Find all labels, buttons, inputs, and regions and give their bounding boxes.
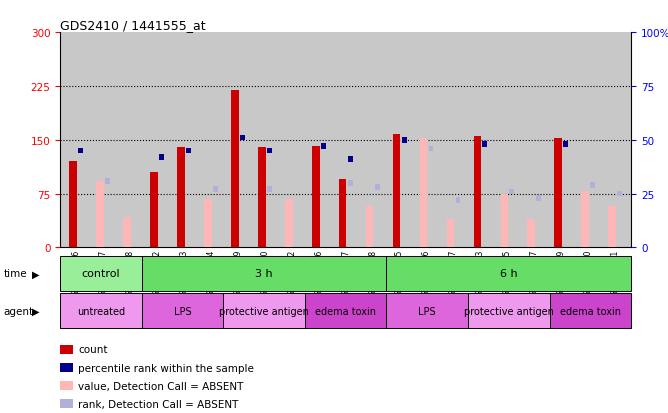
Bar <box>339 180 347 248</box>
Bar <box>60 381 73 390</box>
Bar <box>387 293 468 328</box>
Bar <box>258 147 266 248</box>
Bar <box>321 144 326 150</box>
Bar <box>267 187 272 193</box>
Bar <box>617 191 622 197</box>
Bar <box>554 139 562 248</box>
Bar <box>375 185 379 190</box>
Text: percentile rank within the sample: percentile rank within the sample <box>78 363 255 373</box>
Text: control: control <box>81 268 120 279</box>
Text: 3 h: 3 h <box>255 268 273 279</box>
Bar <box>474 137 481 248</box>
Bar <box>142 256 387 291</box>
Bar <box>60 293 142 328</box>
Bar <box>387 256 631 291</box>
Text: 6 h: 6 h <box>500 268 518 279</box>
Bar <box>223 293 305 328</box>
Bar <box>468 293 550 328</box>
Bar <box>60 399 73 408</box>
Bar <box>482 142 488 147</box>
Bar <box>429 146 434 152</box>
Bar <box>204 199 212 248</box>
Bar <box>305 293 387 328</box>
Bar <box>78 148 84 154</box>
Bar <box>581 192 589 248</box>
Bar <box>285 199 293 248</box>
Text: time: time <box>3 268 27 279</box>
Bar <box>150 173 158 248</box>
Bar <box>456 198 460 204</box>
Bar <box>500 194 508 248</box>
Text: protective antigen: protective antigen <box>464 306 554 316</box>
Bar <box>106 178 110 184</box>
Bar <box>312 146 319 248</box>
Bar <box>124 218 131 248</box>
Bar <box>69 162 77 248</box>
Bar <box>96 182 104 248</box>
Bar <box>348 180 353 186</box>
Bar <box>159 155 164 161</box>
Bar <box>510 189 514 195</box>
Bar <box>401 138 407 143</box>
Text: edema toxin: edema toxin <box>315 306 376 316</box>
Bar <box>213 187 218 193</box>
Bar <box>60 256 142 291</box>
Text: untreated: untreated <box>77 306 125 316</box>
Text: ▶: ▶ <box>32 306 39 316</box>
Bar <box>240 135 245 141</box>
Bar <box>366 206 373 248</box>
Bar <box>348 157 353 163</box>
Bar <box>60 363 73 372</box>
Bar <box>267 148 272 154</box>
Text: ▶: ▶ <box>32 268 39 279</box>
Bar <box>563 142 568 147</box>
Bar <box>591 183 595 188</box>
Bar <box>142 293 223 328</box>
Bar <box>393 135 400 248</box>
Bar <box>186 148 191 154</box>
Text: count: count <box>78 344 108 355</box>
Text: value, Detection Call = ABSENT: value, Detection Call = ABSENT <box>78 381 244 391</box>
Text: LPS: LPS <box>174 306 191 316</box>
Bar <box>447 219 454 248</box>
Text: agent: agent <box>3 306 33 316</box>
Bar <box>550 293 631 328</box>
Text: protective antigen: protective antigen <box>219 306 309 316</box>
Bar <box>60 345 73 354</box>
Text: edema toxin: edema toxin <box>560 306 621 316</box>
Bar <box>609 206 616 248</box>
Bar <box>420 139 428 248</box>
Bar <box>177 147 185 248</box>
Bar <box>231 90 238 248</box>
Bar <box>536 195 541 201</box>
Text: rank, Detection Call = ABSENT: rank, Detection Call = ABSENT <box>78 399 238 409</box>
Text: LPS: LPS <box>418 306 436 316</box>
Text: GDS2410 / 1441555_at: GDS2410 / 1441555_at <box>60 19 206 32</box>
Bar <box>528 219 535 248</box>
